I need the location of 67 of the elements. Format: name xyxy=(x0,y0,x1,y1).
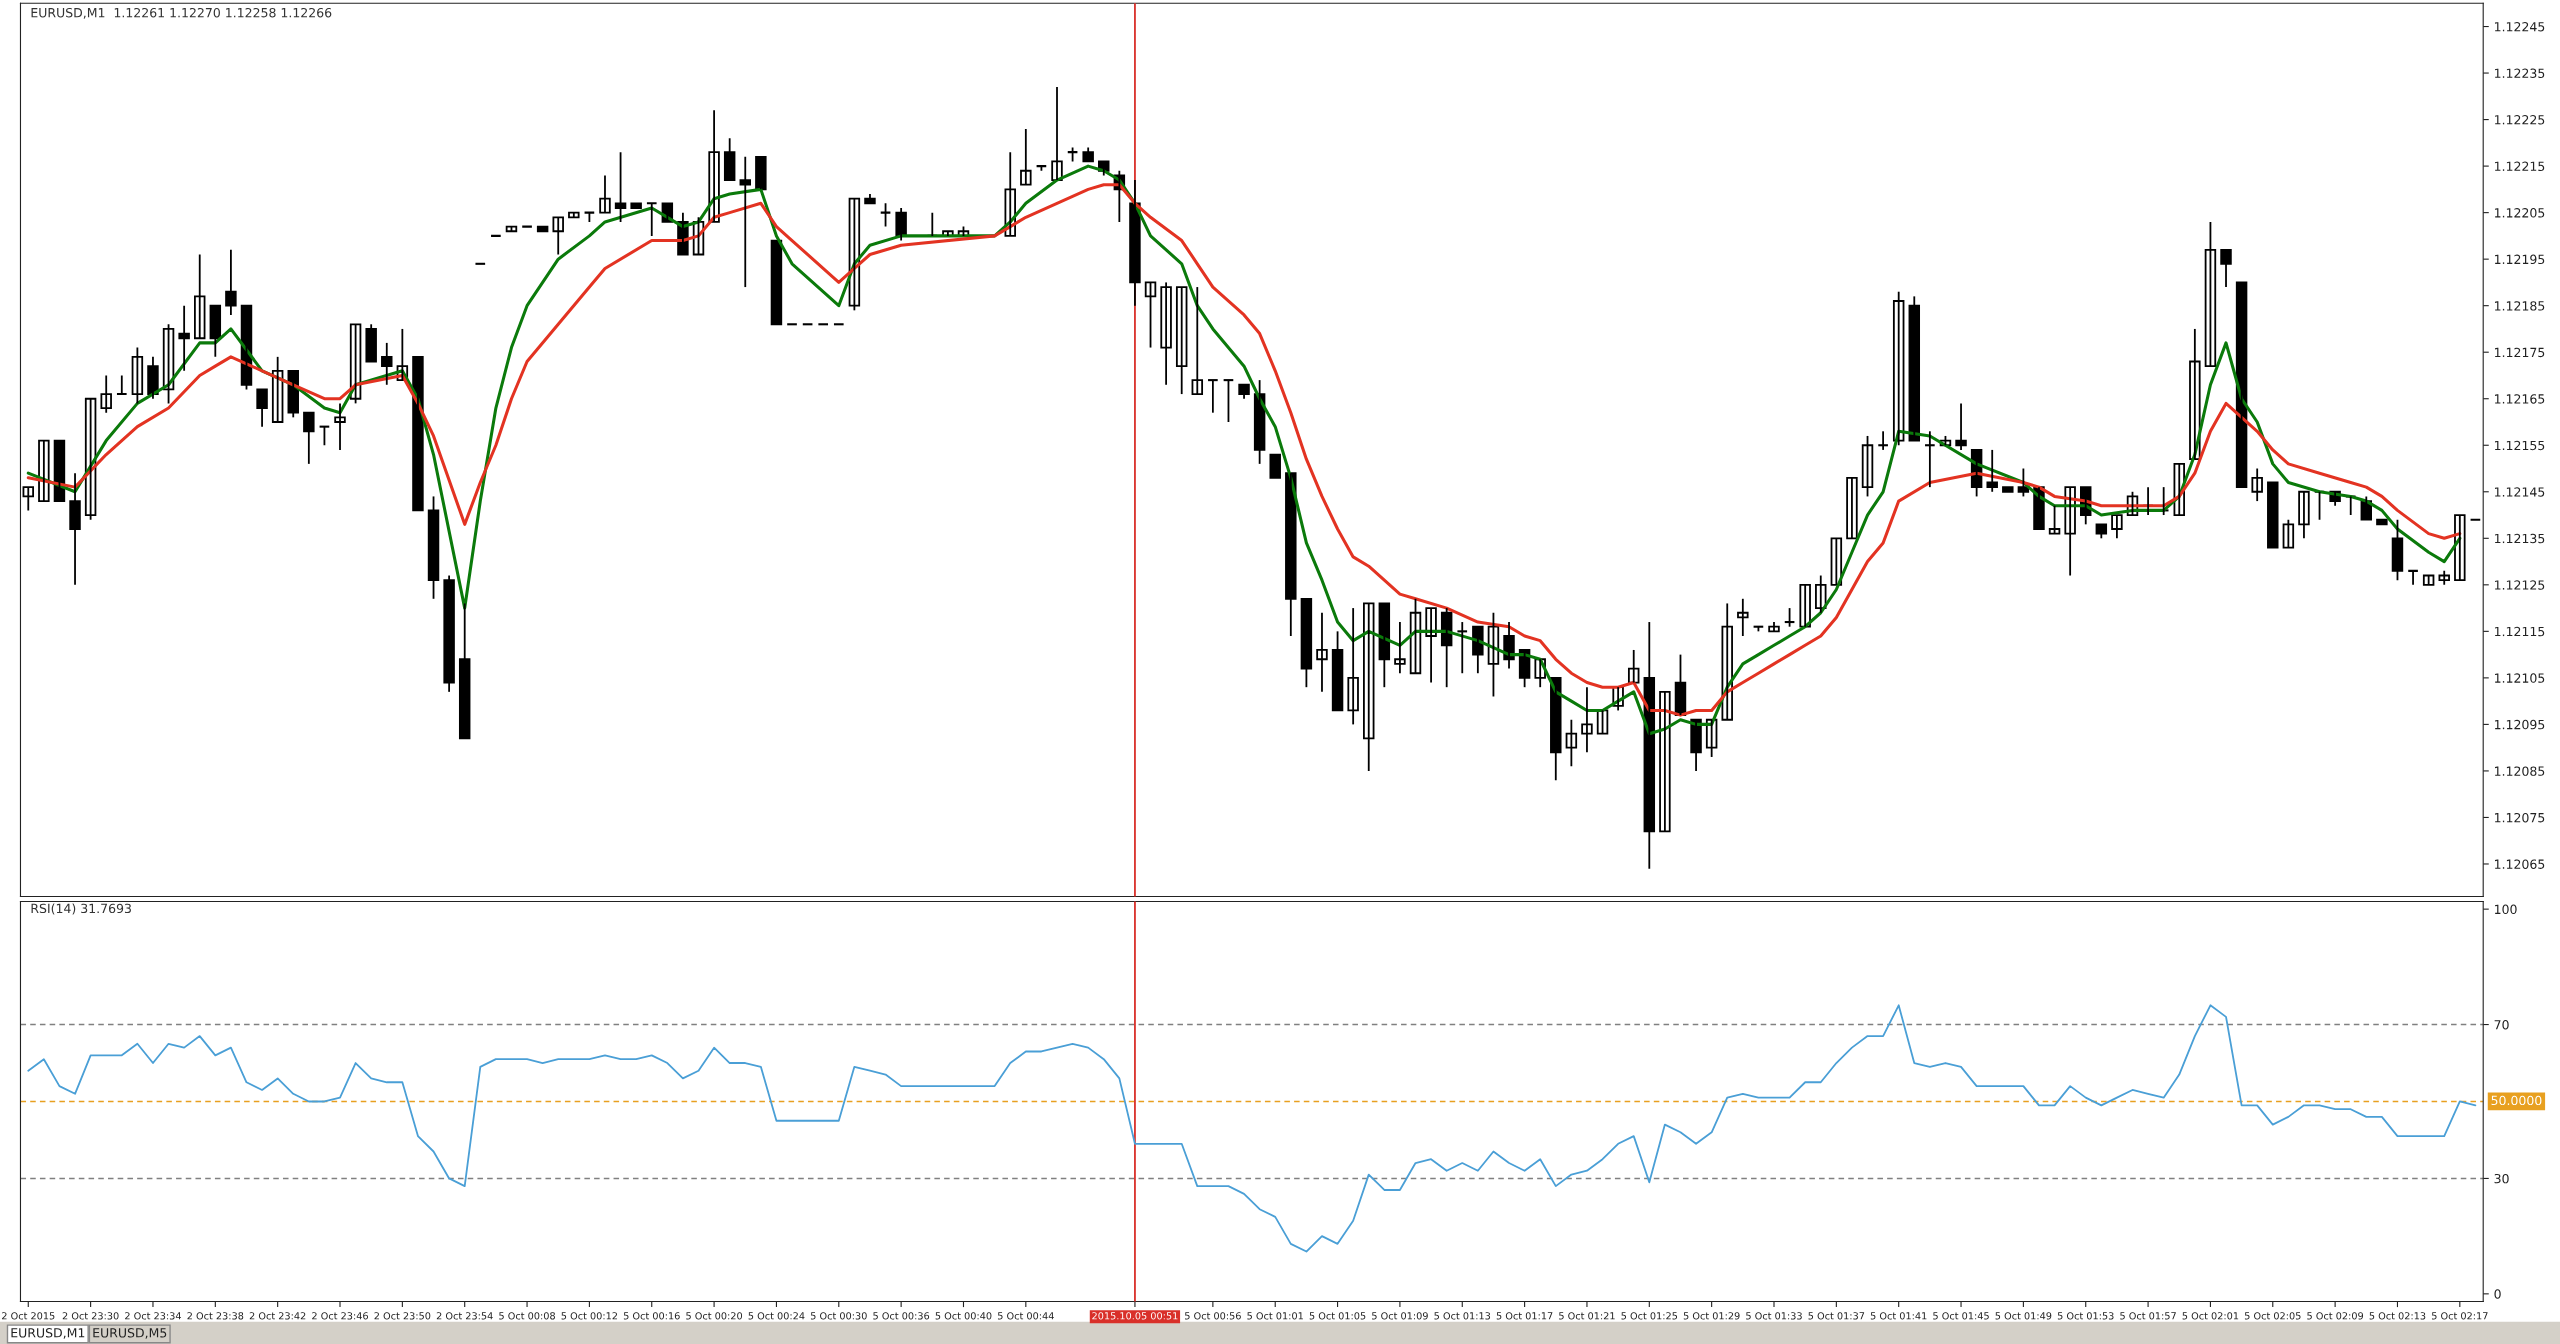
y-tick-label: 1.12175 xyxy=(2494,347,2545,358)
x-tick-label: 5 Oct 01:33 xyxy=(1746,1312,1802,1320)
x-tick-label: 5 Oct 01:57 xyxy=(2120,1312,2176,1320)
x-tick-label: 5 Oct 01:21 xyxy=(1559,1312,1615,1320)
x-tick-label: 5 Oct 00:08 xyxy=(499,1312,555,1320)
x-tick-label: 5 Oct 01:49 xyxy=(1995,1312,2052,1320)
x-tick-label: 5 Oct 01:13 xyxy=(1434,1312,1491,1320)
y-tick-label: 1.12075 xyxy=(2494,812,2545,823)
y-tick-label: 1.12135 xyxy=(2494,533,2545,544)
x-tick-label: 5 Oct 02:17 xyxy=(2431,1312,2488,1320)
y-tick-label: 1.12195 xyxy=(2494,254,2545,265)
x-tick-label: 5 Oct 02:13 xyxy=(2369,1312,2426,1320)
y-tick-label: 1.12215 xyxy=(2494,161,2545,172)
y-tick-label: 1.12155 xyxy=(2494,440,2545,451)
y-tick-label: 1.12185 xyxy=(2494,301,2545,311)
x-tick-label: 5 Oct 01:29 xyxy=(1683,1312,1740,1320)
x-tick-label: 2 Oct 23:42 xyxy=(249,1312,306,1320)
y-tick-label: 30 xyxy=(2494,1173,2509,1184)
x-tick-label: 2 Oct 23:30 xyxy=(62,1312,119,1320)
x-tick-label: 5 Oct 01:37 xyxy=(1808,1312,1865,1320)
x-tick-label: 5 Oct 00:16 xyxy=(623,1312,680,1320)
y-tick-label: 0 xyxy=(2494,1289,2501,1299)
text: EURUSD,M5 xyxy=(93,1328,167,1339)
y-tick-label: 70 xyxy=(2494,1020,2509,1030)
chart-title: RSI(14) 31.7693 xyxy=(31,903,131,915)
x-tick-label: 5 Oct 02:09 xyxy=(2307,1312,2364,1320)
x-tick-label: 5 Oct 01:01 xyxy=(1247,1312,1303,1320)
x-tick-label: 2015.10.05 00:51 xyxy=(1092,1312,1178,1320)
x-tick-label: 5 Oct 01:09 xyxy=(1372,1312,1428,1320)
x-tick-label: 2 Oct 23:38 xyxy=(187,1312,244,1320)
x-tick-label: 2 Oct 23:34 xyxy=(125,1312,182,1320)
y-tick-label: 1.12145 xyxy=(2494,487,2545,497)
y-tick-label: 1.12095 xyxy=(2494,719,2545,730)
y-tick-label: 1.12115 xyxy=(2494,626,2545,637)
x-tick-label: 2 Oct 23:54 xyxy=(436,1312,493,1320)
y-tick-label: 1.12105 xyxy=(2494,673,2545,683)
y-tick-label: 1.12245 xyxy=(2494,22,2545,32)
x-tick-label: 5 Oct 00:12 xyxy=(561,1312,618,1320)
y-tick-label: 100 xyxy=(2494,904,2517,915)
x-tick-label: 5 Oct 01:05 xyxy=(1309,1312,1366,1320)
chart-title: EURUSD,M1 1.12261 1.12270 1.12258 1.12266 xyxy=(31,7,332,19)
x-tick-label: 5 Oct 02:05 xyxy=(2244,1312,2301,1320)
ref-line-label: 50.0000 xyxy=(2491,1095,2542,1106)
x-tick-label: 2 Oct 23:50 xyxy=(374,1312,431,1320)
x-tick-label: 5 Oct 01:41 xyxy=(1870,1312,1927,1320)
x-tick-label: 5 Oct 00:36 xyxy=(873,1312,930,1320)
x-tick-label: 5 Oct 00:40 xyxy=(935,1312,992,1320)
x-tick-label: 5 Oct 00:56 xyxy=(1185,1312,1241,1320)
x-tick-label: 5 Oct 00:24 xyxy=(748,1312,805,1320)
y-tick-label: 1.12205 xyxy=(2494,208,2545,218)
x-tick-label: 5 Oct 02:01 xyxy=(2182,1312,2239,1320)
x-tick-label: 5 Oct 01:17 xyxy=(1496,1312,1553,1320)
x-tick-label: 5 Oct 01:25 xyxy=(1621,1312,1678,1320)
y-tick-label: 1.12125 xyxy=(2494,580,2545,590)
y-tick-label: 1.12225 xyxy=(2494,115,2545,125)
x-tick-label: 5 Oct 00:30 xyxy=(810,1312,867,1320)
x-tick-label: 5 Oct 01:53 xyxy=(2057,1312,2114,1320)
x-tick-label: 2 Oct 2015 xyxy=(2,1312,55,1320)
y-tick-label: 1.12065 xyxy=(2494,859,2545,869)
text: EURUSD,M1 xyxy=(11,1328,85,1339)
x-tick-label: 5 Oct 00:20 xyxy=(686,1312,743,1320)
x-tick-label: 5 Oct 01:45 xyxy=(1933,1312,1989,1320)
y-tick-label: 1.12235 xyxy=(2494,68,2545,78)
y-tick-label: 1.12085 xyxy=(2494,766,2545,776)
y-tick-label: 1.12165 xyxy=(2494,394,2545,404)
x-tick-label: 5 Oct 00:44 xyxy=(997,1312,1054,1320)
x-tick-label: 2 Oct 23:46 xyxy=(312,1312,368,1320)
